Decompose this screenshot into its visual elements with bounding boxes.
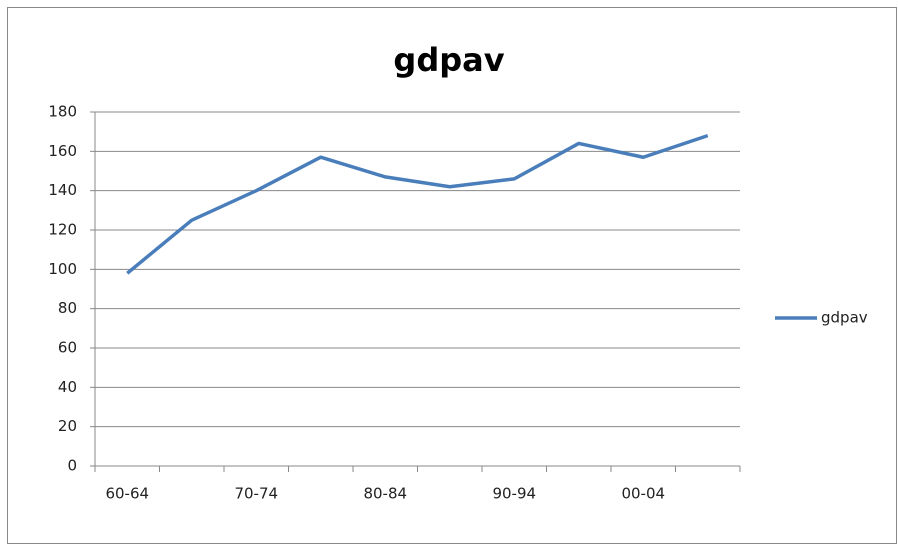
y-tick-label: 120 bbox=[48, 221, 77, 239]
y-tick-label: 160 bbox=[48, 142, 77, 160]
y-tick-label: 180 bbox=[48, 103, 77, 121]
x-tick-label: 70-74 bbox=[234, 485, 278, 503]
y-tick-label: 0 bbox=[67, 457, 77, 475]
chart-title: gdpav bbox=[393, 41, 504, 79]
x-tick-label: 00-04 bbox=[621, 485, 665, 503]
y-tick-label: 60 bbox=[58, 339, 77, 357]
legend-label: gdpav bbox=[821, 309, 868, 327]
y-tick-label: 80 bbox=[58, 299, 77, 317]
x-tick-label: 60-64 bbox=[105, 485, 149, 503]
y-tick-label: 140 bbox=[48, 181, 77, 199]
data-line bbox=[126, 133, 709, 275]
y-tick-label: 20 bbox=[58, 417, 77, 435]
x-tick-label: 80-84 bbox=[363, 485, 407, 503]
x-tick-label: 90-94 bbox=[492, 485, 536, 503]
chart-border bbox=[7, 7, 897, 544]
y-tick-label: 40 bbox=[58, 378, 77, 396]
y-tick-label: 100 bbox=[48, 260, 77, 278]
